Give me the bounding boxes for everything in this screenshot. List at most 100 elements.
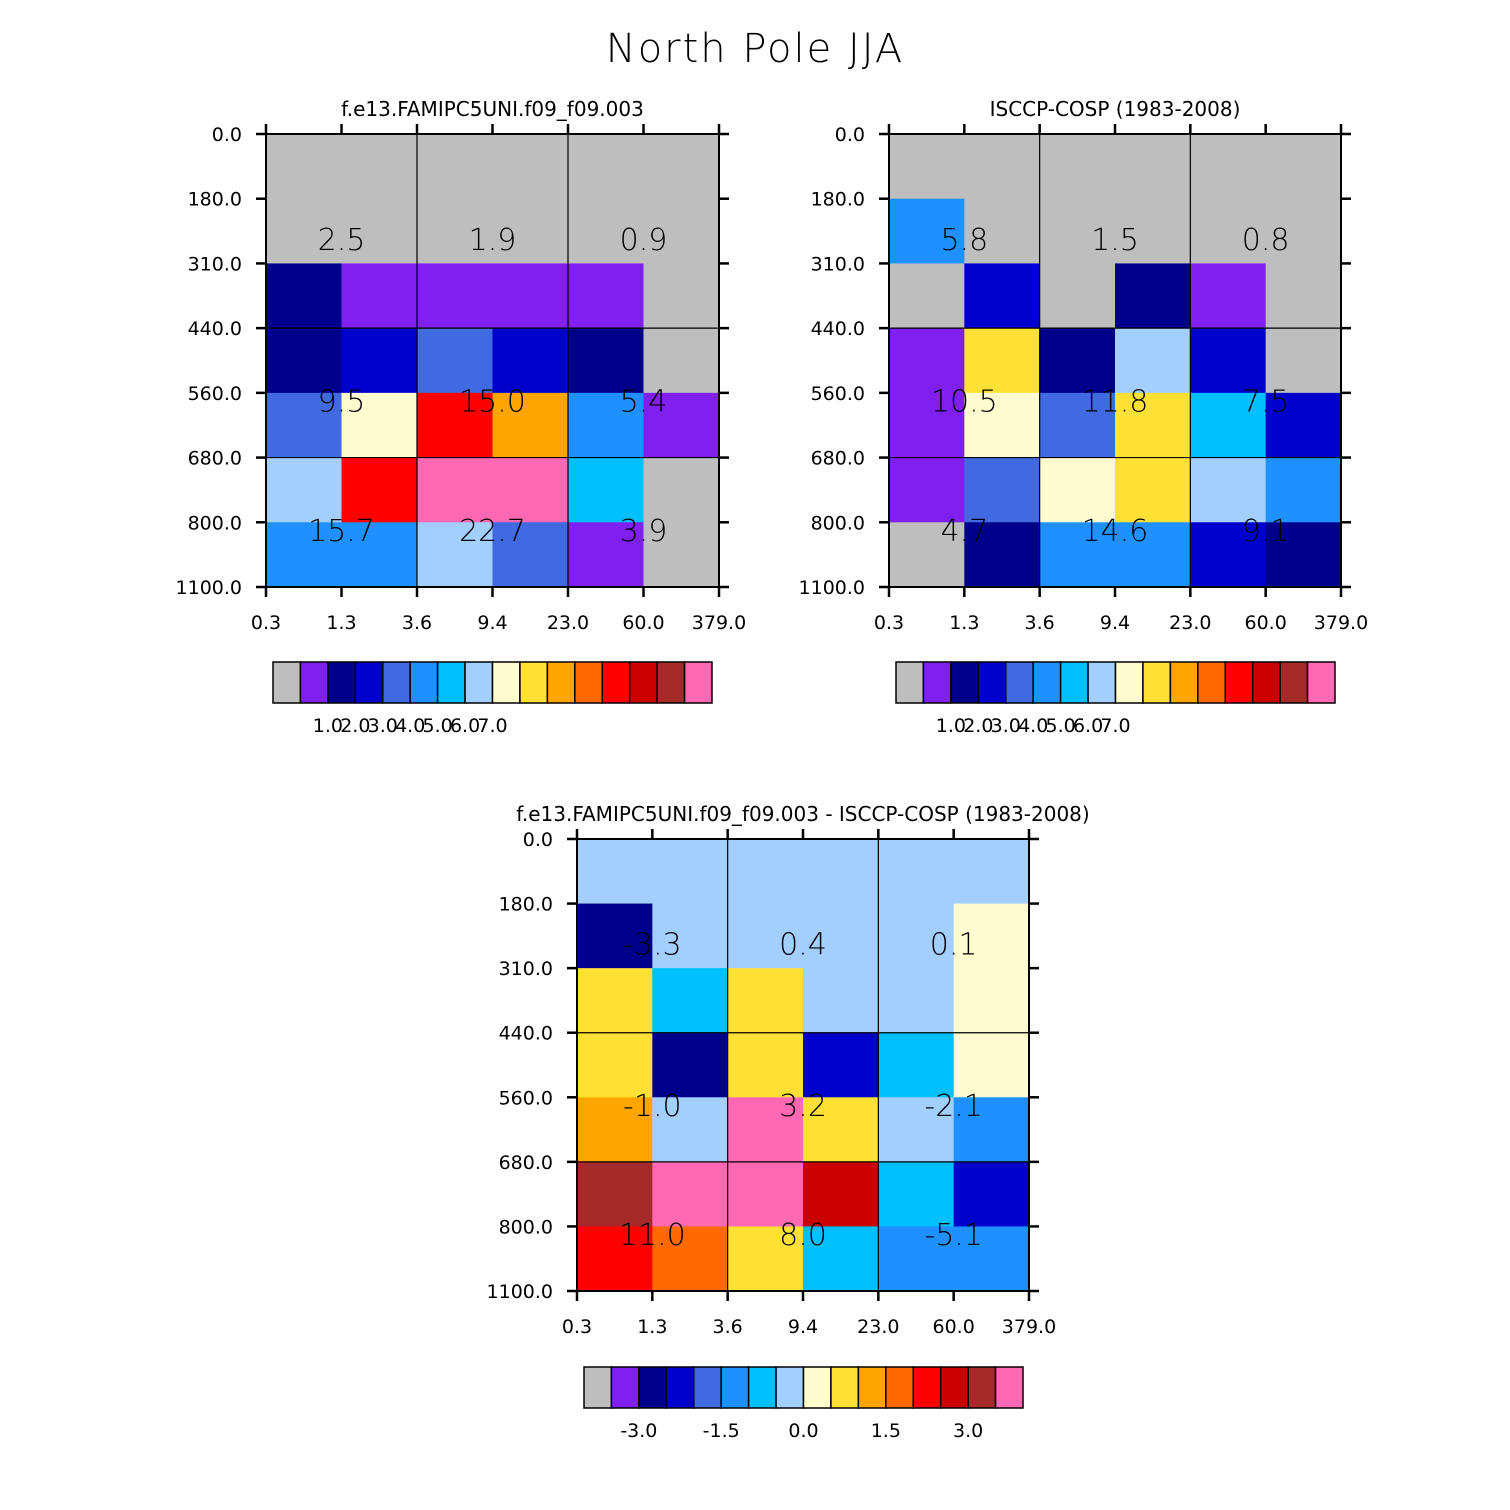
heatmap-cell	[964, 134, 1041, 200]
colorbar-swatch	[994, 1366, 1024, 1409]
heatmap-cell	[1190, 263, 1267, 329]
x-tick-label: 1.3	[949, 612, 979, 634]
heatmap-cell	[568, 134, 645, 200]
colorbar-swatch	[967, 1366, 997, 1409]
x-tick-label: 0.3	[251, 612, 281, 634]
colorbar-label: 4.0	[395, 715, 425, 737]
y-tick-label: 0.0	[523, 829, 553, 851]
colorbar-swatch	[464, 661, 494, 704]
heatmap-cell	[266, 457, 343, 523]
heatmap-cell	[1115, 328, 1191, 394]
block-value: 15.0	[459, 385, 526, 420]
heatmap-cell	[953, 839, 1030, 905]
heatmap-cell	[964, 263, 1041, 329]
heatmap-cell	[643, 198, 720, 265]
heatmap-cell	[1115, 457, 1191, 523]
x-tick-label: 9.4	[477, 612, 507, 634]
colorbar-swatch	[857, 1366, 887, 1409]
heatmap-cell	[953, 1097, 1030, 1163]
x-tick-label: 60.0	[933, 1316, 975, 1338]
heatmap-cell	[803, 903, 879, 969]
heatmap-cell	[953, 968, 1030, 1034]
heatmap-cell	[953, 1226, 1030, 1292]
heatmap-cell	[417, 198, 494, 265]
heatmap-cell	[878, 1097, 955, 1163]
heatmap-cell	[964, 457, 1041, 523]
heatmap-cell	[643, 263, 720, 329]
x-tick-label: 23.0	[857, 1316, 899, 1338]
heatmap-cell	[266, 328, 343, 394]
y-tick-label: 0.0	[212, 124, 242, 146]
colorbar-swatch	[775, 1366, 805, 1409]
colorbar-swatch	[1114, 661, 1144, 704]
colorbar-swatch	[1251, 661, 1281, 704]
colorbar-swatch	[977, 661, 1007, 704]
block-value: 10.5	[931, 385, 998, 420]
y-tick-label: 180.0	[188, 189, 242, 211]
x-tick-label: 23.0	[547, 612, 589, 634]
heatmap-cell	[1265, 328, 1342, 394]
block-value: 3.2	[779, 1089, 827, 1124]
panel-1-title: f.e13.FAMIPC5UNI.f09_f09.003	[341, 97, 644, 121]
block-value: 5.8	[940, 223, 988, 258]
heatmap-cell	[492, 134, 569, 200]
colorbar-swatch	[802, 1366, 832, 1409]
heatmap-cell	[417, 134, 494, 200]
y-tick-label: 800.0	[811, 512, 865, 534]
colorbar-swatch	[610, 1366, 640, 1409]
heatmap-cell	[1039, 134, 1116, 200]
x-tick-label: 379.0	[1002, 1316, 1056, 1338]
x-tick-label: 23.0	[1169, 612, 1211, 634]
heatmap-cell	[417, 522, 494, 588]
heatmap-cell	[803, 1097, 879, 1163]
heatmap-cell	[803, 1226, 879, 1292]
y-tick-label: 1100.0	[487, 1281, 553, 1303]
heatmap-cell	[1039, 198, 1116, 265]
colorbar-swatch	[950, 661, 980, 704]
heatmap-cell	[266, 198, 343, 265]
colorbar-label: 1.0	[313, 715, 343, 737]
colorbar-label: 3.0	[991, 715, 1021, 737]
colorbar-swatch	[1169, 661, 1199, 704]
heatmap-cell	[341, 457, 418, 523]
heatmap-cell	[492, 522, 569, 588]
block-value: 1.9	[469, 223, 517, 258]
heatmap-cell	[417, 263, 494, 329]
heatmap-cell	[652, 1032, 729, 1098]
heatmap-cell	[727, 1097, 804, 1163]
colorbar-label: 7.0	[1100, 715, 1130, 737]
block-value: -3.3	[623, 928, 682, 963]
block-value: 22.7	[459, 514, 526, 549]
y-tick-label: 310.0	[188, 253, 242, 275]
block-value: 7.5	[1242, 385, 1290, 420]
heatmap-cell	[727, 1032, 804, 1098]
block-value: 9.1	[1242, 514, 1290, 549]
colorbar-label: 0.0	[788, 1420, 818, 1442]
block-value: 0.9	[620, 223, 668, 258]
heatmap-cell	[568, 457, 645, 523]
x-tick-label: 3.6	[402, 612, 432, 634]
colorbar-swatch	[601, 661, 631, 704]
block-value: 0.1	[930, 928, 978, 963]
y-tick-label: 180.0	[499, 894, 553, 916]
heatmap-cell	[889, 522, 965, 588]
y-tick-label: 0.0	[835, 124, 865, 146]
block-value: -1.0	[623, 1089, 682, 1124]
heatmap-cell	[889, 263, 965, 329]
heatmap-cell	[727, 839, 804, 905]
colorbar-swatch	[720, 1366, 750, 1409]
heatmap-cell	[577, 1097, 653, 1163]
colorbar-swatch	[895, 661, 925, 704]
colorbar-label: 3.0	[368, 715, 398, 737]
heatmap-cell	[1190, 328, 1267, 394]
y-tick-label: 800.0	[499, 1216, 553, 1238]
colorbar-swatch	[1197, 661, 1226, 704]
colorbar-swatch	[491, 661, 521, 704]
colorbar-swatch	[299, 661, 329, 704]
block-value: 15.7	[308, 514, 375, 549]
heatmap-cell	[341, 522, 418, 588]
x-tick-label: 1.3	[326, 612, 356, 634]
heatmap-cell	[878, 968, 955, 1034]
heatmap-cell	[953, 1161, 1030, 1228]
colorbar-swatch	[628, 661, 658, 704]
